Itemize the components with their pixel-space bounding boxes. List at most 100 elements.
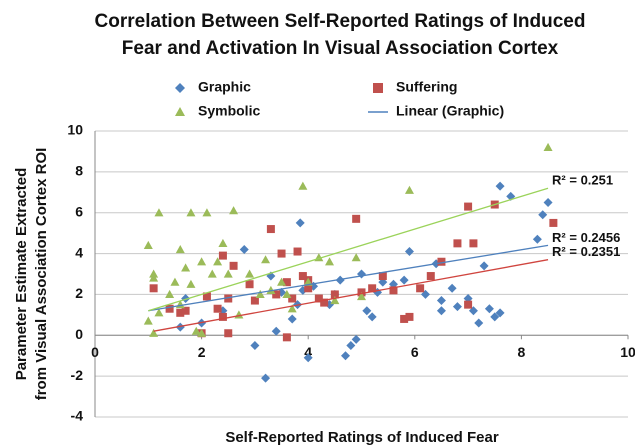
point <box>543 142 553 151</box>
point <box>282 333 291 342</box>
point <box>261 255 271 264</box>
point <box>543 198 553 207</box>
point <box>175 244 185 254</box>
point <box>352 214 361 223</box>
point <box>282 289 292 299</box>
point <box>245 269 255 278</box>
point <box>197 257 207 266</box>
point <box>287 314 297 324</box>
point <box>197 328 207 337</box>
point <box>250 296 259 305</box>
point <box>186 208 196 217</box>
point <box>154 308 164 317</box>
point <box>266 285 276 294</box>
point <box>538 210 548 220</box>
y-tick-label: -2 <box>71 367 84 383</box>
point <box>447 283 457 293</box>
point <box>368 284 377 293</box>
x-tick-label: 10 <box>620 344 635 360</box>
x-tick-label: 6 <box>411 344 419 360</box>
point <box>250 341 260 350</box>
point <box>549 218 558 227</box>
point <box>436 296 446 306</box>
point <box>484 304 494 314</box>
point <box>154 208 164 217</box>
point <box>149 284 158 293</box>
y-tick-label: 4 <box>75 244 83 260</box>
point <box>271 326 281 336</box>
point <box>181 294 191 304</box>
point <box>341 351 351 361</box>
point <box>186 279 196 288</box>
point <box>277 277 287 286</box>
point <box>335 275 345 285</box>
point <box>202 292 211 301</box>
point <box>181 306 190 315</box>
y-tick-label: 10 <box>67 122 83 138</box>
x-tick-label: 0 <box>91 344 99 360</box>
point <box>239 244 249 254</box>
legend-label: Linear (Graphic) <box>396 103 504 119</box>
point <box>495 181 505 191</box>
chart-title: Correlation Between Self-Reported Rating… <box>95 11 586 32</box>
point <box>479 261 489 271</box>
point <box>255 289 265 299</box>
y-axis-label: Parameter Estimate Extracted <box>13 168 30 381</box>
point <box>143 316 153 325</box>
point <box>170 277 180 286</box>
point <box>304 284 313 293</box>
legend-label: Symbolic <box>198 103 260 119</box>
point <box>149 273 159 282</box>
point <box>490 312 500 322</box>
point <box>213 304 222 313</box>
y-tick-label: 8 <box>75 163 83 179</box>
point <box>330 296 340 305</box>
point <box>436 306 446 316</box>
legend-marker <box>373 83 383 93</box>
point <box>404 185 414 194</box>
y-tick-label: 0 <box>75 326 83 342</box>
point <box>229 261 238 270</box>
x-tick-label: 4 <box>304 344 312 360</box>
point <box>175 322 185 332</box>
point <box>426 272 435 281</box>
point <box>266 225 275 234</box>
point <box>325 257 335 266</box>
point <box>303 353 313 363</box>
point <box>207 269 217 278</box>
point <box>261 373 271 383</box>
point <box>165 304 174 313</box>
point <box>404 247 414 257</box>
point <box>245 280 254 289</box>
point <box>453 239 462 248</box>
point <box>218 251 227 260</box>
r-squared-label: R² = 0.2456 <box>552 230 620 245</box>
point <box>213 257 223 266</box>
point <box>351 253 361 262</box>
point <box>224 294 233 303</box>
point <box>149 269 159 278</box>
y-tick-label: 2 <box>75 285 83 301</box>
point <box>351 334 361 344</box>
point <box>405 312 414 321</box>
legend-label: Suffering <box>396 79 457 95</box>
point <box>495 308 505 318</box>
point <box>223 269 233 278</box>
point <box>452 302 462 312</box>
y-tick-label: -4 <box>71 408 84 424</box>
point <box>346 341 356 350</box>
legend-marker <box>175 83 185 93</box>
legend-label: Graphic <box>198 79 251 95</box>
point <box>202 208 212 217</box>
point <box>277 249 286 258</box>
point <box>149 328 159 337</box>
x-axis-label: Self-Reported Ratings of Induced Fear <box>225 429 499 446</box>
point <box>229 206 239 215</box>
point <box>474 318 484 328</box>
y-axis-label: from Visual Association Cortex ROI <box>33 148 50 401</box>
r-squared-label: R² = 0.2351 <box>552 244 620 259</box>
y-tick-label: 6 <box>75 203 83 219</box>
point <box>165 289 175 299</box>
r-squared-label: R² = 0.251 <box>552 173 613 188</box>
